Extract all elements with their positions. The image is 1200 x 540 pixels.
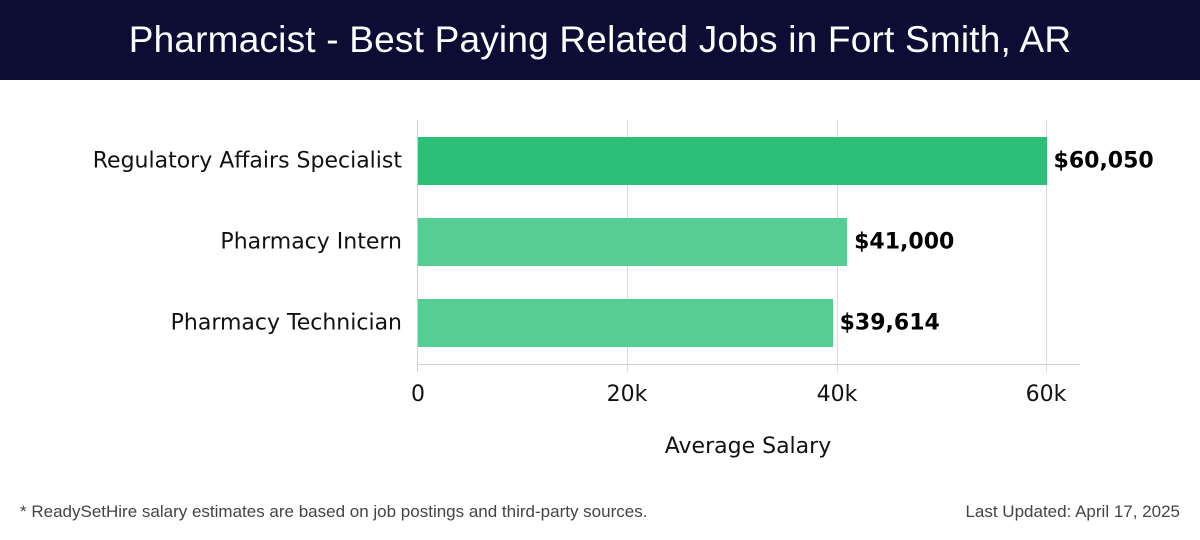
value-label: $39,614 (839, 310, 940, 336)
y-axis-line (417, 120, 418, 372)
x-tick-label: 60k (1025, 382, 1067, 407)
gridline (1046, 120, 1047, 372)
category-label: Pharmacy Intern (220, 229, 402, 255)
bar (418, 137, 1047, 185)
chart-title: Pharmacist - Best Paying Related Jobs in… (128, 19, 1072, 60)
bar (418, 218, 848, 266)
x-axis-label: Average Salary (664, 434, 832, 459)
footnote: * ReadySetHire salary estimates are base… (20, 502, 648, 521)
bar (418, 299, 833, 347)
value-label: $41,000 (854, 229, 955, 255)
last-updated: Last Updated: April 17, 2025 (965, 502, 1180, 521)
chart-header: Pharmacist - Best Paying Related Jobs in… (0, 0, 1200, 80)
x-axis-line (417, 364, 1080, 365)
category-label: Pharmacy Technician (170, 310, 402, 336)
x-tick-label: 40k (816, 382, 858, 407)
x-tick-label: 0 (411, 382, 425, 407)
category-label: Regulatory Affairs Specialist (92, 148, 402, 174)
x-tick-label: 20k (606, 382, 648, 407)
value-label: $60,050 (1053, 148, 1154, 174)
